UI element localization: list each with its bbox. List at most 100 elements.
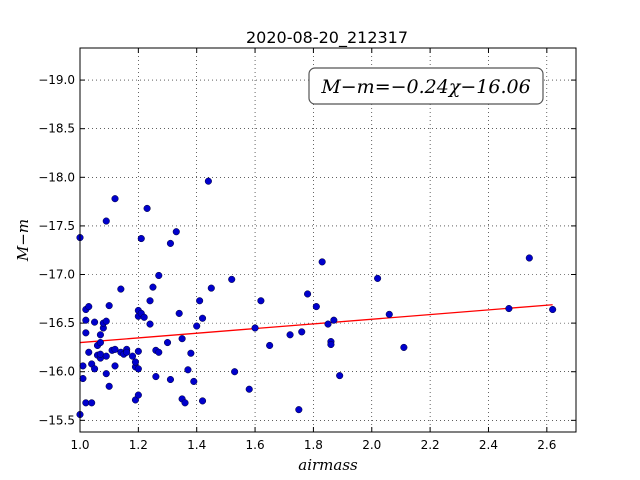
data-point [123, 348, 131, 356]
data-point [184, 366, 192, 374]
y-tick-label: −19.0 [38, 73, 75, 87]
chart-title: 2020-08-20_212317 [246, 28, 408, 48]
data-point [111, 362, 119, 370]
equation-box: M−m=−0.24χ−16.06 [308, 67, 544, 105]
fit-line [79, 304, 553, 344]
y-tick-label: −16.5 [38, 316, 75, 330]
data-point [152, 373, 160, 381]
data-point [166, 375, 174, 384]
y-tick-label: −17.0 [38, 268, 75, 282]
data-point [163, 339, 172, 347]
data-point [102, 317, 110, 325]
data-point [96, 339, 104, 347]
x-tick-label: 1.0 [70, 438, 89, 452]
x-axis-label: airmass [298, 456, 358, 474]
plot-frame [79, 47, 577, 433]
data-point [327, 340, 335, 349]
data-point [193, 322, 201, 330]
y-tick-label: −16.0 [38, 365, 75, 379]
data-point [178, 335, 186, 343]
data-point [134, 365, 142, 373]
data-point [312, 303, 320, 311]
y-tick-label: −18.0 [38, 170, 75, 184]
data-point [82, 316, 90, 324]
axis-ticks: 1.0 1.2 1.4 1.6 1.8 2.0 2.2 2.4 2.6 −15.5 −16.0 −16… [38, 48, 576, 452]
y-tick-label: −17.5 [38, 219, 75, 233]
data-point [400, 343, 408, 351]
data-point [143, 204, 151, 212]
data-point [295, 406, 303, 414]
data-point [134, 347, 142, 355]
data-point [79, 362, 87, 370]
x-tick-label: 2.2 [421, 438, 440, 452]
data-point [85, 348, 93, 356]
data-point [374, 274, 382, 282]
data-point [245, 385, 253, 393]
y-axis-label: M−m [14, 219, 32, 262]
data-point [131, 358, 139, 366]
data-point [146, 297, 154, 305]
data-point [336, 372, 344, 380]
data-point [111, 345, 119, 353]
data-point [198, 314, 207, 322]
data-point [204, 177, 212, 185]
data-point [257, 297, 265, 305]
data-point [117, 285, 125, 293]
equation-label: M−m=−0.24χ−16.06 [320, 76, 530, 98]
data-point [525, 254, 533, 262]
data-point [175, 309, 183, 317]
data-point [102, 217, 110, 225]
data-point [79, 374, 87, 383]
data-point [198, 397, 207, 405]
data-point [172, 228, 180, 236]
data-point [549, 305, 557, 314]
plot-area [80, 48, 576, 432]
equation-box-frame [308, 67, 544, 105]
data-point [324, 320, 332, 328]
fit-line-group [79, 304, 553, 344]
data-point [155, 348, 163, 356]
data-point [102, 352, 110, 360]
data-point [385, 310, 393, 318]
data-point [251, 324, 259, 332]
x-tick-label: 2.4 [479, 438, 498, 452]
data-point [187, 349, 195, 357]
data-point [137, 234, 145, 243]
data-point [91, 318, 99, 326]
x-tick-label: 1.6 [246, 438, 265, 452]
data-point [105, 302, 113, 310]
data-point [207, 284, 215, 292]
data-point [196, 297, 204, 305]
data-point [88, 399, 96, 407]
data-point [181, 399, 189, 407]
data-point [286, 331, 294, 339]
x-tick-label: 2.0 [362, 438, 381, 452]
data-point [304, 290, 312, 298]
x-tick-label: 2.6 [537, 438, 556, 452]
data-point [128, 352, 137, 360]
data-points [76, 177, 557, 419]
x-tick-label: 1.4 [187, 438, 206, 452]
data-point [146, 320, 154, 328]
data-point [85, 303, 93, 311]
data-point [330, 316, 338, 324]
data-point [318, 258, 326, 266]
data-point [149, 283, 157, 291]
data-point [140, 313, 148, 321]
x-tick-label: 1.2 [129, 438, 148, 452]
data-point [228, 275, 236, 283]
data-point [91, 365, 99, 373]
data-point [266, 341, 274, 350]
x-tick-label: 1.8 [304, 438, 323, 452]
data-point [298, 328, 306, 336]
data-point [111, 195, 119, 203]
y-tick-label: −15.5 [38, 413, 75, 427]
data-point [505, 304, 513, 313]
data-point [190, 377, 198, 385]
data-point [155, 271, 163, 280]
data-point [102, 370, 110, 378]
data-point [166, 239, 174, 247]
data-point [96, 331, 104, 339]
y-tick-label: −18.5 [38, 122, 75, 136]
